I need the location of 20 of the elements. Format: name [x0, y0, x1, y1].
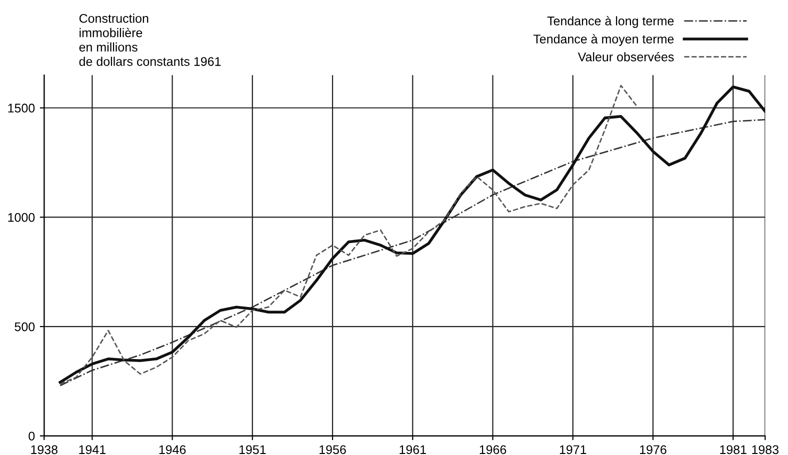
x-tick-label: 1956	[320, 445, 346, 454]
x-tick-label: 1981	[720, 445, 746, 454]
x-tick-label: 1951	[239, 445, 266, 454]
y-tick-label: 500	[14, 322, 35, 332]
x-tick-label: 1941	[79, 445, 106, 454]
chart-title: Construction immobilière en millions de dollars constants 1961	[79, 14, 221, 66]
x-tick-label: 1971	[560, 445, 586, 454]
y-tick-label: 0	[28, 432, 35, 441]
x-tick-label: 1938	[31, 445, 58, 454]
y-tick-label: 1500	[8, 104, 35, 113]
x-tick-label: 1961	[400, 445, 426, 454]
y-tick-label: 1000	[8, 213, 35, 222]
x-tick-label: 1946	[159, 445, 186, 454]
legend-label: Valeur observées	[578, 52, 674, 62]
line-series	[59, 84, 638, 385]
x-tick-label: 1983	[752, 445, 779, 454]
x-tick-label: 1976	[640, 445, 666, 454]
x-tick-label: 1966	[480, 445, 506, 454]
legend-label: Tendance à long terme	[547, 16, 674, 28]
legend-label: Tendance à moyen terme	[533, 34, 674, 46]
